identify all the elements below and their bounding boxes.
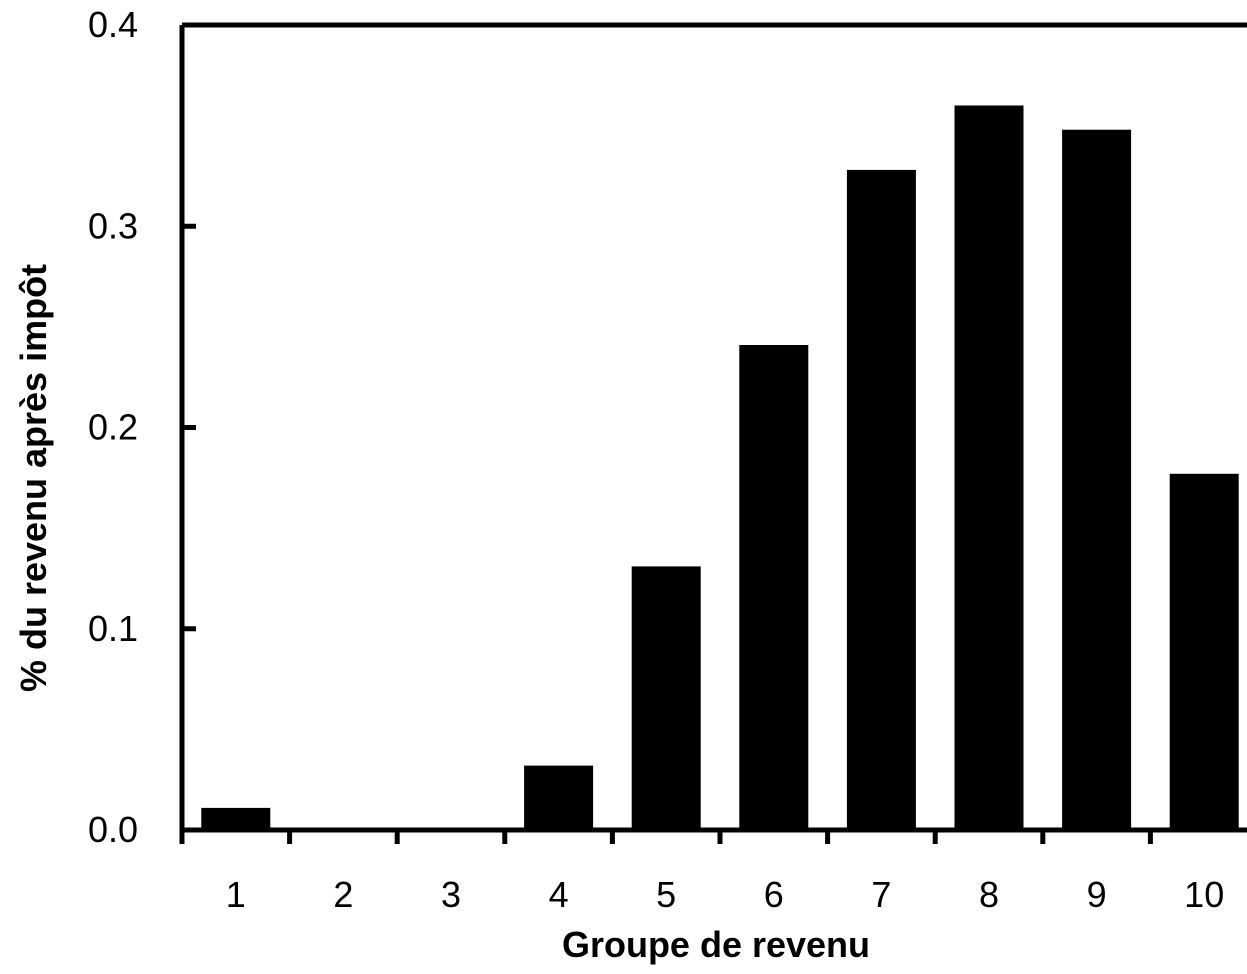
bar-9 <box>1062 129 1132 830</box>
x-tick-label: 2 <box>333 874 353 915</box>
y-tick-label: 0.3 <box>88 205 138 246</box>
bar-7 <box>846 169 916 830</box>
x-tick-label: 8 <box>979 874 999 915</box>
bar-1 <box>201 807 271 830</box>
bar-4 <box>524 765 594 830</box>
bars-layer <box>201 105 1239 830</box>
x-tick-label: 1 <box>226 874 246 915</box>
bar-6 <box>739 345 809 830</box>
x-tick-label: 5 <box>656 874 676 915</box>
labels-layer: 0.0 0.1 0.2 0.3 0.4 1 2 3 4 5 6 7 8 9 10 <box>88 4 1224 915</box>
y-axis-title: % du revenu après impôt <box>13 264 54 692</box>
x-tick-label: 9 <box>1087 874 1107 915</box>
y-tick-label: 0.0 <box>88 809 138 850</box>
y-tick-label: 0.2 <box>88 407 138 448</box>
x-axis-title: Groupe de revenu <box>562 924 870 965</box>
x-tick-label: 10 <box>1184 874 1224 915</box>
y-tick-label: 0.4 <box>88 4 138 45</box>
y-tick-label: 0.1 <box>88 608 138 649</box>
x-tick-label: 6 <box>764 874 784 915</box>
bar-5 <box>631 566 701 830</box>
bar-8 <box>954 105 1024 830</box>
bar-10 <box>1169 473 1239 830</box>
x-tick-label: 4 <box>549 874 569 915</box>
axes-layer <box>179 22 1247 844</box>
x-tick-label: 7 <box>871 874 891 915</box>
x-tick-label: 3 <box>441 874 461 915</box>
